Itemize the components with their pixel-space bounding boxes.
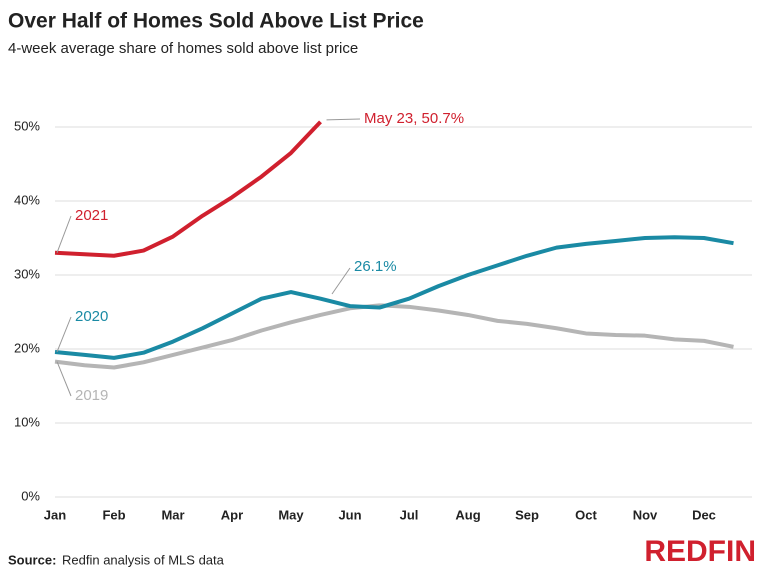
leader-line bbox=[331, 267, 351, 295]
series-label: 2020 bbox=[75, 308, 108, 325]
y-tick-label: 0% bbox=[21, 488, 40, 503]
source-label: Source: bbox=[8, 552, 56, 567]
y-tick-label: 50% bbox=[14, 118, 40, 133]
y-tick-label: 20% bbox=[14, 340, 40, 355]
leader-line bbox=[56, 361, 72, 397]
x-tick-label: May bbox=[278, 507, 304, 522]
annotation: May 23, 50.7% bbox=[364, 110, 464, 127]
source: Redfin analysis of MLS data bbox=[62, 552, 225, 567]
x-tick-label: Aug bbox=[455, 507, 480, 522]
series-line bbox=[54, 303, 734, 370]
series-line bbox=[54, 120, 322, 258]
y-tick-label: 10% bbox=[14, 414, 40, 429]
y-tick-label: 40% bbox=[14, 192, 40, 207]
chart-subtitle: 4-week average share of homes sold above… bbox=[8, 40, 358, 57]
x-tick-label: Jul bbox=[400, 507, 419, 522]
chart-title: Over Half of Homes Sold Above List Price bbox=[8, 10, 424, 33]
x-tick-label: Apr bbox=[221, 507, 243, 522]
logo: REDFIN bbox=[644, 535, 756, 568]
x-tick-label: Oct bbox=[575, 507, 597, 522]
annotation: 26.1% bbox=[354, 258, 397, 275]
leader-line bbox=[326, 118, 361, 121]
x-tick-label: Nov bbox=[633, 507, 658, 522]
series-label: 2019 bbox=[75, 387, 108, 404]
leader-line bbox=[56, 215, 72, 253]
x-tick-label: Feb bbox=[102, 507, 125, 522]
x-tick-label: Dec bbox=[692, 507, 716, 522]
x-tick-label: Jun bbox=[338, 507, 361, 522]
series-label: 2021 bbox=[75, 207, 108, 224]
y-tick-label: 30% bbox=[14, 266, 40, 281]
x-tick-label: Mar bbox=[161, 507, 184, 522]
x-tick-label: Jan bbox=[44, 507, 66, 522]
leader-line bbox=[56, 316, 72, 353]
series-line bbox=[54, 235, 734, 360]
x-tick-label: Sep bbox=[515, 507, 539, 522]
